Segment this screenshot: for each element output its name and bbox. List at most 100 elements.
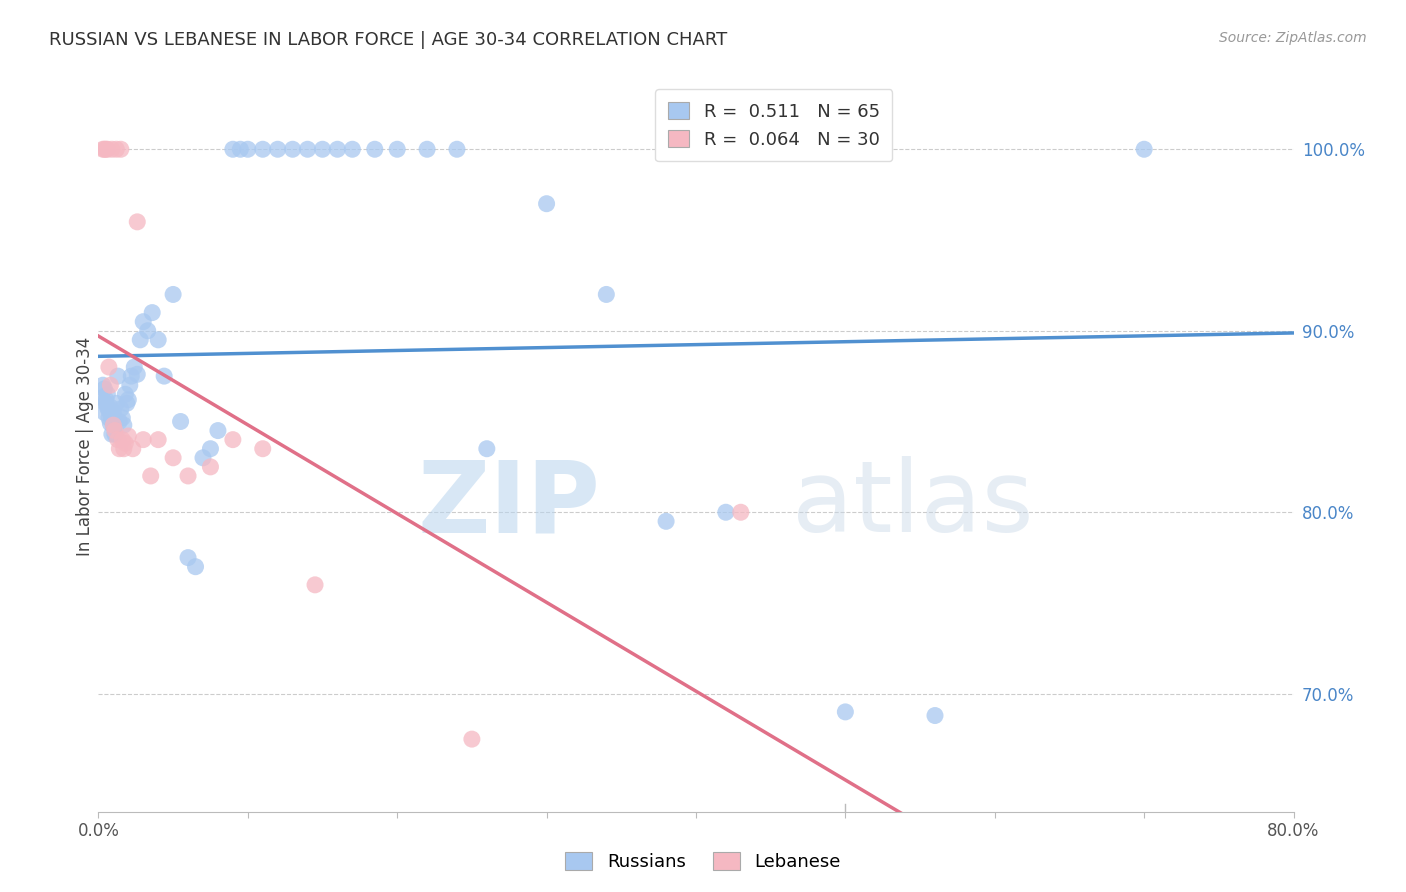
Point [127, 368, 149, 382]
Point [136, 324, 159, 338]
Text: atlas: atlas [792, 456, 1033, 553]
Point [94, 392, 117, 407]
Legend: R =  0.511   N = 65, R =  0.064   N = 30: R = 0.511 N = 65, R = 0.064 N = 30 [655, 89, 893, 161]
Point [252, 142, 274, 156]
Point [714, 505, 737, 519]
Point [342, 142, 364, 156]
Point [834, 705, 856, 719]
Point [446, 142, 468, 156]
Point [200, 459, 222, 474]
Point [236, 142, 259, 156]
Point [326, 142, 349, 156]
Point [229, 142, 252, 156]
Point [103, 418, 125, 433]
Point [108, 415, 131, 429]
Point [385, 142, 409, 156]
Point [281, 142, 304, 156]
Point [153, 369, 176, 384]
Point [191, 450, 214, 465]
Point [96, 387, 118, 401]
Point [169, 415, 191, 429]
Point [107, 433, 129, 447]
Point [114, 387, 136, 401]
Point [222, 433, 245, 447]
Point [110, 142, 132, 156]
Point [461, 732, 484, 747]
Point [162, 287, 184, 301]
Point [111, 433, 134, 447]
Point [94, 396, 117, 410]
Point [90, 391, 112, 405]
Text: Source: ZipAtlas.com: Source: ZipAtlas.com [1219, 31, 1367, 45]
Point [132, 315, 155, 329]
Point [104, 427, 127, 442]
Point [107, 369, 129, 384]
Point [364, 142, 387, 156]
Point [148, 333, 170, 347]
Point [98, 378, 122, 392]
Point [416, 142, 439, 156]
Point [115, 396, 138, 410]
Point [101, 142, 124, 156]
Point [105, 396, 128, 410]
Point [184, 559, 207, 574]
Point [475, 442, 498, 456]
Point [595, 287, 617, 301]
Point [105, 142, 128, 156]
Point [132, 433, 155, 447]
Point [96, 400, 118, 414]
Point [311, 142, 333, 156]
Point [1133, 142, 1156, 156]
Text: ZIP: ZIP [418, 456, 600, 553]
Legend: Russians, Lebanese: Russians, Lebanese [558, 846, 848, 879]
Point [297, 142, 319, 156]
Point [127, 215, 149, 229]
Point [94, 142, 117, 156]
Point [924, 708, 946, 723]
Point [93, 405, 115, 419]
Text: RUSSIAN VS LEBANESE IN LABOR FORCE | AGE 30-34 CORRELATION CHART: RUSSIAN VS LEBANESE IN LABOR FORCE | AGE… [49, 31, 727, 49]
Point [148, 433, 170, 447]
Point [97, 403, 120, 417]
Point [655, 514, 678, 528]
Point [108, 442, 131, 456]
Y-axis label: In Labor Force | Age 30-34: In Labor Force | Age 30-34 [76, 336, 94, 556]
Point [162, 450, 184, 465]
Point [104, 424, 127, 438]
Point [91, 142, 114, 156]
Point [97, 410, 120, 425]
Point [93, 142, 115, 156]
Point [536, 196, 558, 211]
Point [252, 442, 274, 456]
Point [98, 417, 122, 431]
Point [98, 400, 122, 414]
Point [730, 505, 752, 519]
Point [118, 378, 141, 392]
Point [200, 442, 222, 456]
Point [96, 142, 118, 156]
Point [101, 427, 124, 442]
Point [304, 578, 326, 592]
Point [207, 424, 229, 438]
Point [112, 418, 135, 433]
Point [222, 142, 245, 156]
Point [97, 359, 120, 374]
Point [112, 442, 135, 456]
Point [101, 410, 124, 425]
Point [177, 469, 200, 483]
Point [103, 418, 125, 433]
Point [93, 382, 115, 396]
Point [103, 405, 125, 419]
Point [110, 401, 132, 416]
Point [111, 410, 134, 425]
Point [141, 305, 163, 319]
Point [120, 369, 142, 384]
Point [124, 359, 146, 374]
Point [117, 392, 139, 407]
Point [267, 142, 290, 156]
Point [121, 442, 143, 456]
Point [177, 550, 200, 565]
Point [139, 469, 162, 483]
Point [91, 378, 114, 392]
Point [129, 333, 152, 347]
